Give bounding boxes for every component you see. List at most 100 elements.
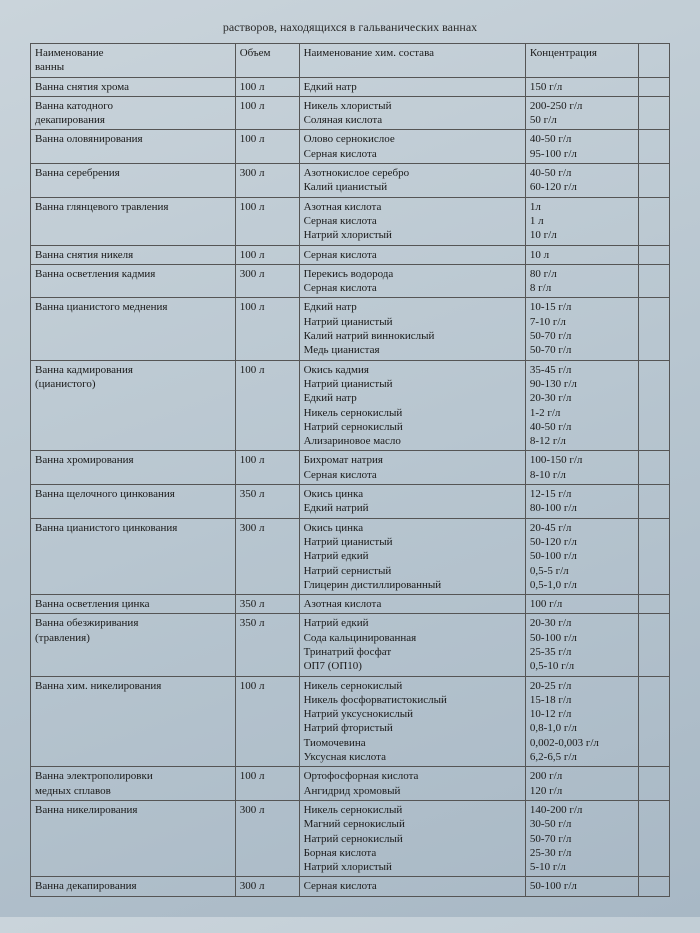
cell-concentration: 20-45 г/л 50-120 г/л 50-100 г/л 0,5-5 г/… (525, 518, 638, 594)
cell-volume: 100 л (235, 360, 299, 451)
document-header: растворов, находящихся в гальванических … (30, 20, 670, 35)
cell-concentration: 80 г/л 8 г/л (525, 264, 638, 298)
cell-composition: Олово сернокислое Серная кислота (299, 130, 525, 164)
cell-composition: Ортофосфорная кислота Ангидрид хромовый (299, 767, 525, 801)
cell-concentration: 12-15 г/л 80-100 г/л (525, 485, 638, 519)
cell-volume: 100 л (235, 77, 299, 96)
cell-bath-name: Ванна серебрения (31, 164, 236, 198)
cell-concentration: 40-50 г/л 95-100 г/л (525, 130, 638, 164)
table-row: Ванна осветления кадмия300 лПерекись вод… (31, 264, 670, 298)
cell-composition: Окись цинка Натрий цианистый Натрий едки… (299, 518, 525, 594)
cell-bath-name: Ванна цианистого меднения (31, 298, 236, 360)
cell-extra (638, 245, 669, 264)
col-header-volume: Объем (235, 44, 299, 78)
cell-volume: 350 л (235, 485, 299, 519)
table-row: Ванна хромирования100 лБихромат натрия С… (31, 451, 670, 485)
cell-volume: 350 л (235, 614, 299, 676)
cell-volume: 100 л (235, 298, 299, 360)
cell-composition: Серная кислота (299, 877, 525, 896)
cell-bath-name: Ванна декапирования (31, 877, 236, 896)
table-header-row: Наименование ванны Объем Наименование хи… (31, 44, 670, 78)
cell-extra (638, 130, 669, 164)
cell-concentration: 1л 1 л 10 г/л (525, 197, 638, 245)
cell-concentration: 20-30 г/л 50-100 г/л 25-35 г/л 0,5-10 г/… (525, 614, 638, 676)
table-row: Ванна оловянирования100 лОлово сернокисл… (31, 130, 670, 164)
cell-bath-name: Ванна хим. никелирования (31, 676, 236, 767)
table-row: Ванна электрополировки медных сплавов100… (31, 767, 670, 801)
cell-composition: Азотная кислота Серная кислота Натрий хл… (299, 197, 525, 245)
cell-bath-name: Ванна глянцевого травления (31, 197, 236, 245)
cell-composition: Азотная кислота (299, 595, 525, 614)
cell-composition: Никель сернокислый Магний сернокислый На… (299, 800, 525, 876)
cell-extra (638, 877, 669, 896)
col-header-concentration: Концентрация (525, 44, 638, 78)
cell-volume: 100 л (235, 676, 299, 767)
cell-extra (638, 518, 669, 594)
cell-volume: 100 л (235, 130, 299, 164)
cell-bath-name: Ванна обезжиривания (травления) (31, 614, 236, 676)
table-row: Ванна хим. никелирования100 лНикель серн… (31, 676, 670, 767)
cell-concentration: 200 г/л 120 г/л (525, 767, 638, 801)
cell-volume: 100 л (235, 451, 299, 485)
table-row: Ванна цианистого меднения100 лЕдкий натр… (31, 298, 670, 360)
cell-composition: Серная кислота (299, 245, 525, 264)
cell-composition: Никель сернокислый Никель фосфорватисток… (299, 676, 525, 767)
cell-concentration: 100 г/л (525, 595, 638, 614)
cell-extra (638, 595, 669, 614)
cell-bath-name: Ванна катодного декапирования (31, 96, 236, 130)
table-row: Ванна серебрения300 лАзотнокислое серебр… (31, 164, 670, 198)
cell-bath-name: Ванна электрополировки медных сплавов (31, 767, 236, 801)
table-row: Ванна никелирования300 лНикель сернокисл… (31, 800, 670, 876)
table-row: Ванна снятия хрома100 лЕдкий натр150 г/л (31, 77, 670, 96)
cell-concentration: 40-50 г/л 60-120 г/л (525, 164, 638, 198)
cell-volume: 300 л (235, 264, 299, 298)
cell-extra (638, 676, 669, 767)
cell-composition: Окись цинка Едкий натрий (299, 485, 525, 519)
cell-concentration: 100-150 г/л 8-10 г/л (525, 451, 638, 485)
cell-volume: 300 л (235, 164, 299, 198)
cell-extra (638, 360, 669, 451)
cell-volume: 300 л (235, 877, 299, 896)
cell-concentration: 150 г/л (525, 77, 638, 96)
cell-composition: Бихромат натрия Серная кислота (299, 451, 525, 485)
cell-bath-name: Ванна осветления кадмия (31, 264, 236, 298)
galvanic-baths-table: Наименование ванны Объем Наименование хи… (30, 43, 670, 897)
col-header-extra (638, 44, 669, 78)
cell-extra (638, 77, 669, 96)
cell-extra (638, 767, 669, 801)
cell-extra (638, 197, 669, 245)
table-row: Ванна глянцевого травления100 лАзотная к… (31, 197, 670, 245)
cell-concentration: 10-15 г/л 7-10 г/л 50-70 г/л 50-70 г/л (525, 298, 638, 360)
cell-concentration: 20-25 г/л 15-18 г/л 10-12 г/л 0,8-1,0 г/… (525, 676, 638, 767)
cell-concentration: 50-100 г/л (525, 877, 638, 896)
cell-volume: 100 л (235, 96, 299, 130)
cell-extra (638, 96, 669, 130)
cell-extra (638, 614, 669, 676)
cell-bath-name: Ванна снятия никеля (31, 245, 236, 264)
cell-concentration: 10 л (525, 245, 638, 264)
table-row: Ванна декапирования300 лСерная кислота50… (31, 877, 670, 896)
cell-volume: 300 л (235, 518, 299, 594)
cell-extra (638, 800, 669, 876)
cell-extra (638, 451, 669, 485)
table-row: Ванна кадмирования (цианистого)100 лОкис… (31, 360, 670, 451)
cell-bath-name: Ванна осветления цинка (31, 595, 236, 614)
cell-bath-name: Ванна щелочного цинкования (31, 485, 236, 519)
table-row: Ванна катодного декапирования100 лНикель… (31, 96, 670, 130)
cell-concentration: 140-200 г/л 30-50 г/л 50-70 г/л 25-30 г/… (525, 800, 638, 876)
cell-concentration: 200-250 г/л 50 г/л (525, 96, 638, 130)
cell-volume: 100 л (235, 197, 299, 245)
cell-extra (638, 164, 669, 198)
cell-bath-name: Ванна снятия хрома (31, 77, 236, 96)
cell-extra (638, 485, 669, 519)
cell-extra (638, 264, 669, 298)
cell-composition: Окись кадмия Натрий цианистый Едкий натр… (299, 360, 525, 451)
cell-composition: Натрий едкий Сода кальцинированная Трина… (299, 614, 525, 676)
cell-volume: 350 л (235, 595, 299, 614)
cell-extra (638, 298, 669, 360)
cell-bath-name: Ванна хромирования (31, 451, 236, 485)
cell-composition: Едкий натр (299, 77, 525, 96)
cell-bath-name: Ванна оловянирования (31, 130, 236, 164)
cell-volume: 300 л (235, 800, 299, 876)
table-row: Ванна снятия никеля100 лСерная кислота10… (31, 245, 670, 264)
